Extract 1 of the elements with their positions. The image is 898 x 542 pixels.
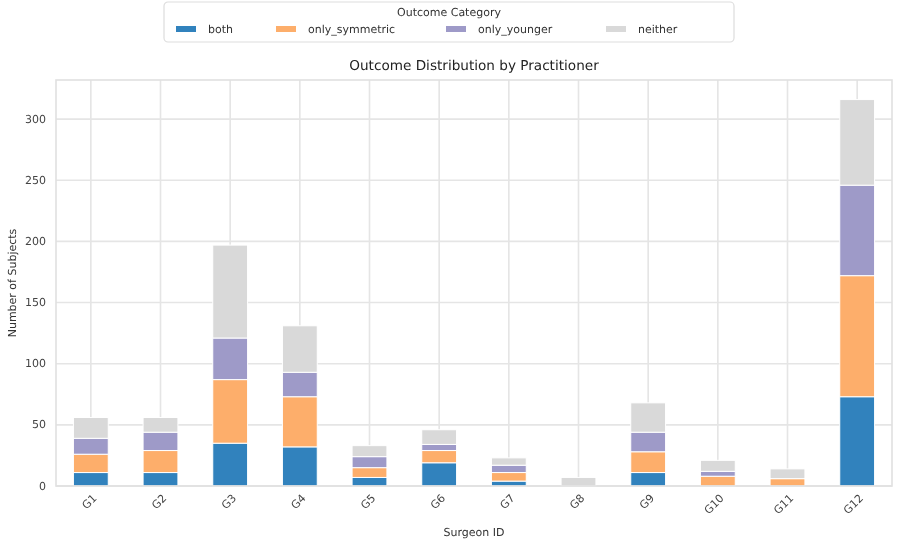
bar	[490, 472, 527, 482]
